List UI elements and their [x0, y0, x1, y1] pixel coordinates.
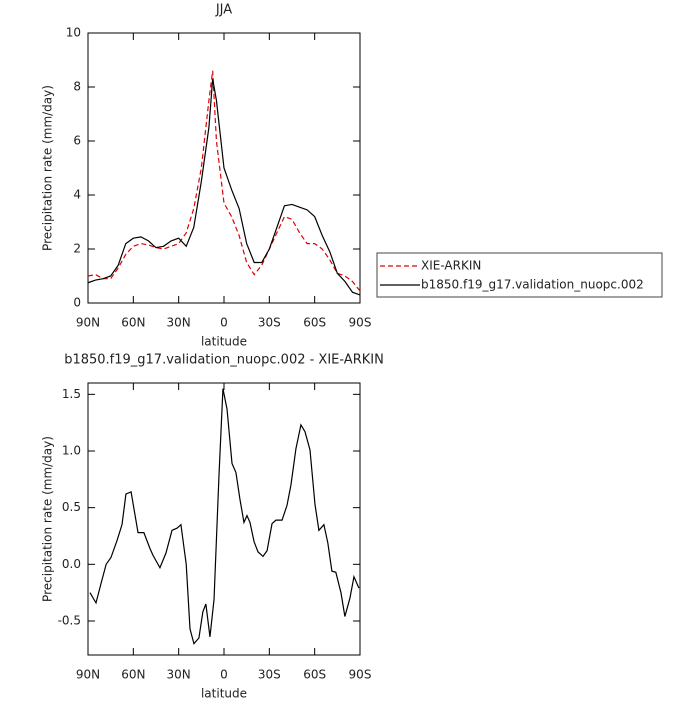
chart-title: b1850.f19_g17.validation_nuopc.002 - XIE…	[64, 353, 384, 368]
y-tick-label: 4	[73, 188, 81, 202]
x-axis-label: latitude	[201, 687, 247, 701]
x-tick-label: 90S	[349, 668, 372, 682]
legend-label: b1850.f19_g17.validation_nuopc.002	[421, 278, 644, 292]
x-tick-label: 30S	[258, 668, 281, 682]
chart-title: JJA	[215, 3, 232, 18]
x-tick-label: 0	[220, 668, 228, 682]
y-axis-label: Precipitation rate (mm/day)	[41, 436, 55, 602]
y-axis-label: Precipitation rate (mm/day)	[41, 85, 55, 251]
x-tick-label: 90N	[76, 316, 100, 330]
y-tick-label: 0	[73, 296, 81, 310]
y-tick-label: 0.5	[62, 500, 81, 514]
x-tick-label: 60S	[303, 316, 326, 330]
y-tick-label: 10	[66, 26, 81, 40]
y-tick-label: 0.0	[62, 557, 81, 571]
x-tick-label: 60N	[121, 316, 145, 330]
x-tick-label: 60N	[121, 668, 145, 682]
y-tick-label: 2	[73, 242, 81, 256]
x-tick-label: 90S	[349, 316, 372, 330]
y-tick-label: -0.5	[58, 614, 81, 628]
y-tick-label: 1.0	[62, 444, 81, 458]
legend-label: XIE-ARKIN	[421, 259, 481, 273]
x-tick-label: 30N	[167, 316, 191, 330]
x-tick-label: 60S	[303, 668, 326, 682]
data-line	[89, 388, 360, 645]
plot-frame	[87, 382, 361, 656]
x-tick-label: 0	[220, 316, 228, 330]
x-tick-label: 90N	[76, 668, 100, 682]
y-tick-label: 6	[73, 134, 81, 148]
x-tick-label: 30N	[167, 668, 191, 682]
y-tick-label: 8	[73, 80, 81, 94]
data-line	[87, 70, 361, 292]
y-tick-label: 1.5	[62, 387, 81, 401]
x-tick-label: 30S	[258, 316, 281, 330]
data-line	[87, 78, 361, 296]
x-axis-label: latitude	[201, 335, 247, 349]
legend-box	[376, 252, 663, 298]
